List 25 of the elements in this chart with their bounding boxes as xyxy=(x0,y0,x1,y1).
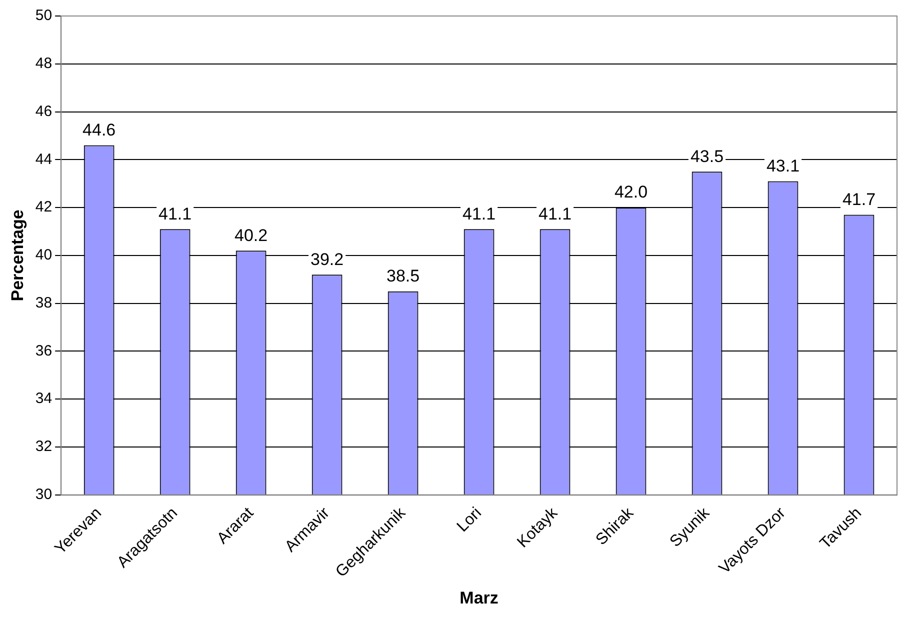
data-label: 40.2 xyxy=(234,226,268,245)
y-tick-label: 44 xyxy=(35,150,52,168)
data-label: 44.6 xyxy=(82,120,116,140)
data-label: 39.2 xyxy=(310,250,344,269)
x-axis-title: Marz xyxy=(460,588,498,608)
data-label: 41.1 xyxy=(538,204,572,224)
x-tick-label: Lori xyxy=(454,504,485,536)
data-label: 41.7 xyxy=(842,190,876,209)
data-label: 38.5 xyxy=(386,266,420,286)
y-tick-label: 38 xyxy=(35,294,52,312)
data-label: 41.1 xyxy=(158,204,192,224)
data-label: 41.1 xyxy=(462,204,496,224)
data-label: 43.5 xyxy=(690,146,724,166)
data-label: 42.0 xyxy=(614,182,648,202)
y-tick-label: 36 xyxy=(35,342,52,360)
data-label: 43.1 xyxy=(766,156,800,176)
y-tick-label: 42 xyxy=(35,198,52,216)
y-tick-label: 48 xyxy=(35,55,52,72)
y-tick-label: 34 xyxy=(35,390,52,408)
y-tick-label: 32 xyxy=(35,438,52,456)
y-tick-label: 30 xyxy=(35,486,52,504)
y-tick-label: 40 xyxy=(35,246,52,264)
y-tick-label: 46 xyxy=(35,102,52,120)
y-axis-title: Percentage xyxy=(8,210,27,302)
y-tick-label: 50 xyxy=(35,7,52,24)
